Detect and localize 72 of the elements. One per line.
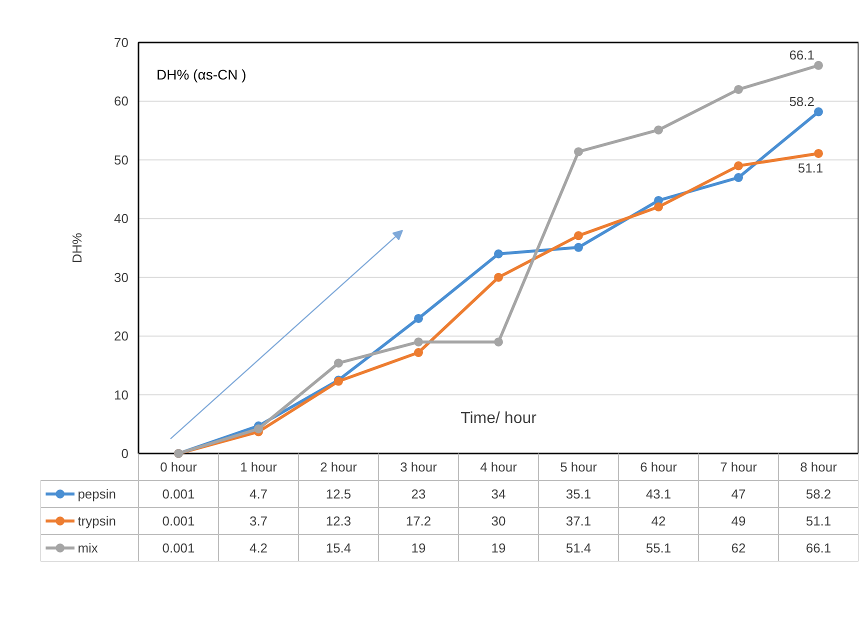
data-label: 37.1 xyxy=(566,514,592,528)
legend-label: trypsin xyxy=(78,514,116,528)
data-label: 66.1 xyxy=(806,540,832,556)
data-label: 42 xyxy=(651,514,666,528)
data-label: 12.5 xyxy=(326,486,352,502)
data-label: 55.1 xyxy=(646,540,672,556)
annotation: 58.2 xyxy=(789,94,815,109)
point xyxy=(814,60,823,70)
point xyxy=(734,84,743,94)
data-label: 62 xyxy=(731,540,746,556)
y-tick-label: 40 xyxy=(114,211,129,226)
point xyxy=(574,231,583,240)
x-tick-label: 2 hour xyxy=(320,460,358,474)
point xyxy=(574,147,583,156)
point xyxy=(814,107,823,116)
y-tick-label: 30 xyxy=(114,270,129,285)
data-label: 4.2 xyxy=(249,540,268,556)
y-tick-label: 60 xyxy=(114,94,129,109)
data-label: 15.4 xyxy=(326,540,352,556)
data-label: 17.2 xyxy=(406,514,432,528)
x-tick-label: 7 hour xyxy=(720,460,758,474)
point xyxy=(334,358,343,368)
point xyxy=(734,161,743,170)
point xyxy=(654,202,663,212)
data-label: 51.1 xyxy=(806,514,832,528)
data-label: 19 xyxy=(491,540,506,556)
x-tick-label: 8 hour xyxy=(800,460,838,474)
point xyxy=(814,148,823,158)
data-label: 0.001 xyxy=(162,486,195,502)
data-label: 4.7 xyxy=(249,486,268,502)
x-tick-label: 1 hour xyxy=(240,460,278,474)
data-label: 34 xyxy=(491,486,506,502)
data-label: 19 xyxy=(411,540,426,556)
legend-label: pepsin xyxy=(78,486,116,502)
legend-label: mix xyxy=(78,540,98,556)
point xyxy=(414,314,423,323)
y-tick-label: 10 xyxy=(114,387,129,402)
point xyxy=(654,125,663,134)
x-tick-label: 5 hour xyxy=(560,460,598,474)
y-tick-label: 50 xyxy=(114,152,129,168)
data-label: 30 xyxy=(491,514,506,528)
text: DH% (αs-CN ) xyxy=(156,66,246,82)
x-tick-label: 6 hour xyxy=(640,460,678,474)
y-tick-label: 0 xyxy=(121,446,129,461)
data-label: 51.4 xyxy=(566,540,592,556)
data-label: 58.2 xyxy=(806,486,832,502)
data-label: 23 xyxy=(411,486,426,502)
data-label: 35.1 xyxy=(566,486,592,502)
y-tick-label: 20 xyxy=(114,328,129,344)
data-label: 47 xyxy=(731,486,746,502)
point xyxy=(494,272,503,282)
y-axis-title: DH% xyxy=(69,232,84,264)
point xyxy=(574,242,583,252)
point xyxy=(734,173,743,182)
point xyxy=(254,424,263,434)
point xyxy=(494,337,503,346)
x-axis-title: Time/ hour xyxy=(460,410,538,428)
data-label: 12.3 xyxy=(326,514,352,528)
annotation: 66.1 xyxy=(789,47,815,62)
data-label: 43.1 xyxy=(646,486,672,502)
x-tick-label: 4 hour xyxy=(480,460,518,474)
data-label: 0.001 xyxy=(162,540,195,556)
point xyxy=(494,249,503,258)
data-label: 0.001 xyxy=(162,514,195,528)
data-label: 49 xyxy=(731,514,746,528)
point xyxy=(414,337,423,346)
y-tick-label: 70 xyxy=(114,35,129,50)
data-label: 3.7 xyxy=(249,514,268,528)
point xyxy=(414,348,423,358)
x-tick-label: 3 hour xyxy=(400,460,438,474)
x-tick-label: 0 hour xyxy=(160,460,198,474)
annotation: 51.1 xyxy=(798,160,824,176)
